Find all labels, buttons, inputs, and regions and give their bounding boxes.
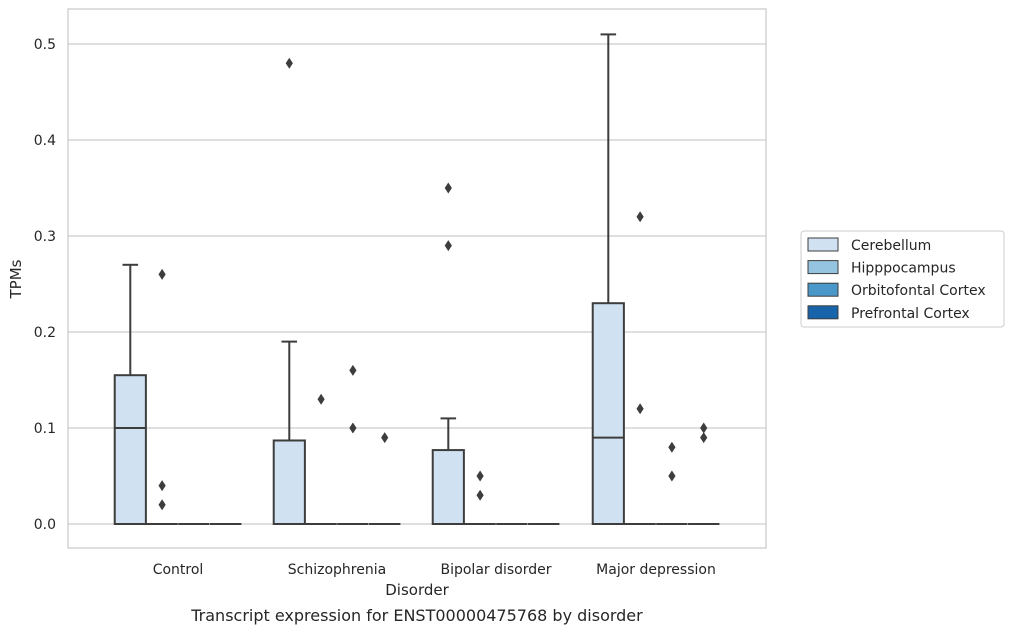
legend-label: Cerebellum	[851, 238, 931, 254]
outlier-point	[476, 470, 484, 482]
outlier-point	[349, 422, 357, 434]
box-2-1	[337, 364, 369, 525]
y-tick-label: 0.0	[34, 517, 56, 533]
legend-item: Cerebellum	[807, 237, 931, 254]
box-body	[272, 439, 306, 526]
figure-caption: Transcript expression for ENST0000047576…	[191, 606, 643, 625]
outlier-point	[381, 432, 389, 444]
y-tick-label: 0.2	[34, 325, 56, 341]
outlier-point	[444, 182, 452, 194]
outlier-point	[476, 489, 484, 501]
outlier-point	[700, 422, 708, 434]
legend-frame	[800, 230, 1005, 328]
box-0-1	[272, 57, 306, 526]
box-1-0	[146, 268, 178, 525]
outlier-point	[444, 240, 452, 252]
legend-label: Orbitofontal Cortex	[851, 283, 986, 299]
box-0-3	[591, 33, 625, 526]
x-tick-labels: Control Schizophrenia Bipolar disorder Majo…	[153, 562, 716, 578]
legend-item: Orbitofontal Cortex	[807, 282, 986, 299]
legend-label: Prefrontal Cortex	[851, 306, 970, 322]
y-tick-label: 0.5	[34, 37, 56, 53]
y-tick-label: 0.3	[34, 229, 56, 245]
x-axis-title: Disorder	[385, 581, 449, 599]
outlier-point	[158, 268, 166, 280]
plot-frame	[67, 8, 767, 549]
outlier-point	[668, 470, 676, 482]
outlier-point	[349, 364, 357, 376]
outlier-point	[285, 57, 293, 69]
legend-label: Hipppocampus	[851, 261, 956, 277]
y-tick-labels: 0.0 0.1 0.2 0.3 0.4 0.5	[34, 37, 56, 533]
box-body	[591, 302, 625, 526]
legend-swatch	[807, 282, 839, 297]
box-1-1	[305, 393, 337, 525]
outlier-point	[158, 480, 166, 492]
y-axis-title: TPMs	[7, 259, 25, 299]
box-0-2	[431, 182, 465, 525]
box-3-3	[688, 422, 720, 525]
legend-item: Hipppocampus	[807, 260, 956, 277]
box-2-3	[656, 441, 688, 525]
x-tick-label: Schizophrenia	[288, 562, 386, 578]
legend-swatch	[807, 260, 839, 275]
box-plot-marks	[113, 33, 720, 526]
legend-item: Prefrontal Cortex	[807, 305, 970, 322]
legend-swatch	[807, 305, 839, 320]
x-tick-label: Major depression	[596, 562, 716, 578]
box-3-1	[369, 432, 401, 525]
legend-swatch	[807, 237, 839, 252]
outlier-point	[317, 393, 325, 405]
box-1-3	[624, 211, 656, 525]
outlier-point	[700, 432, 708, 444]
outlier-point	[668, 441, 676, 453]
outlier-point	[636, 211, 644, 223]
outlier-point	[158, 499, 166, 511]
box-body	[431, 449, 465, 525]
outlier-point	[636, 403, 644, 415]
y-tick-label: 0.4	[34, 133, 56, 149]
box-1-2	[464, 470, 496, 525]
x-tick-label: Bipolar disorder	[440, 562, 551, 578]
x-tick-label: Control	[153, 562, 204, 578]
gridlines	[68, 43, 766, 525]
y-tick-label: 0.1	[34, 421, 56, 437]
box-0-0	[113, 263, 147, 526]
legend: Cerebellum Hipppocampus Orbitofontal Corte…	[800, 230, 1005, 328]
box-body	[113, 374, 147, 526]
